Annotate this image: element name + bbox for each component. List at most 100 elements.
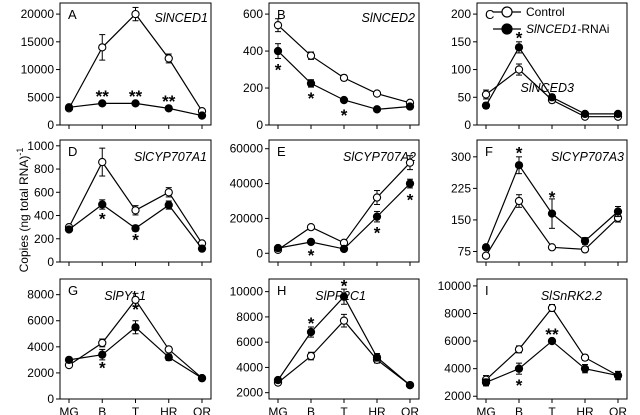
panel-g-xtick-label: HR xyxy=(160,405,178,415)
panel-c-ytick-label: 200 xyxy=(451,7,471,21)
panel-d-gene-title: SlCYP707A1 xyxy=(134,150,207,164)
panel-h-control-point xyxy=(339,316,349,325)
panel-d-rnai-point xyxy=(98,200,107,209)
panel-b-significance-asterisk: * xyxy=(275,61,282,80)
panel-g-ytick-label: 8000 xyxy=(27,288,54,302)
panel-c-ytick-label: 50 xyxy=(458,90,472,104)
y-axis-title-superscript: -1 xyxy=(15,148,25,156)
panel-i-control-point xyxy=(514,345,524,354)
panel-h-xtick-label: HR xyxy=(368,405,386,415)
y-axis-title: Copies (ng total RNA)-1 xyxy=(15,148,31,273)
panel-c-ytick-label: 100 xyxy=(451,63,471,77)
panel-c: 0 50 100 150 200 C SlNCED3 * xyxy=(451,2,628,132)
panel-h-ytick-label: 8000 xyxy=(236,310,263,324)
panel-e-letter: E xyxy=(277,144,286,159)
panel-e-ytick-label: 0 xyxy=(256,246,263,260)
panel-b-control-point xyxy=(306,51,316,60)
panel-b-rnai-point xyxy=(405,102,415,111)
panel-i-ytick-label: 10000 xyxy=(438,279,472,293)
panel-e-control-point xyxy=(372,193,382,202)
panel-i-gene-title: SlSnRK2.2 xyxy=(541,289,602,303)
panel-a-rnai-point xyxy=(98,99,107,108)
panel-a-rnai-point xyxy=(64,103,74,112)
panel-i-rnai-point xyxy=(547,336,557,346)
legend-control-label: Control xyxy=(526,5,565,19)
panel-i-xtick-label: MG xyxy=(476,405,495,415)
panel-e-rnai-point xyxy=(273,243,283,253)
panel-g-rnai-line xyxy=(68,326,203,379)
panel-b-control-point xyxy=(339,73,349,83)
panel-h-rnai-point xyxy=(405,380,415,390)
legend: Control SlNCED1-RNAi xyxy=(493,5,609,36)
panel-b-significance-asterisk: * xyxy=(308,89,315,108)
panel-g-control-point xyxy=(98,338,107,348)
panel-c-significance-asterisk: * xyxy=(516,28,523,47)
panel-f-letter: F xyxy=(485,144,493,159)
panel-b-ytick-label: 0 xyxy=(256,118,263,132)
panel-i-control-point xyxy=(580,353,590,362)
panel-d-ytick-label: 1000 xyxy=(27,139,54,153)
panel-a-control-point xyxy=(98,43,107,52)
panel-h-control-point xyxy=(306,351,316,361)
panel-e-rnai-point xyxy=(372,212,382,221)
legend-rnai-label: SlNCED1-RNAi xyxy=(526,22,609,36)
panel-h-rnai-point xyxy=(372,353,382,362)
panel-g-significance-asterisk: * xyxy=(132,300,139,319)
panel-b-ytick-label: 400 xyxy=(243,44,263,58)
panel-g-ytick-label: 6000 xyxy=(27,314,54,328)
panel-g-xtick-label: MG xyxy=(59,405,78,415)
legend-rnai-label-gene: SlNCED1 xyxy=(526,22,577,36)
panel-d-significance-asterisk: * xyxy=(132,230,139,249)
panel-a-significance-asterisk: ** xyxy=(162,92,176,111)
panel-c-gene-title: SlNCED3 xyxy=(521,81,575,95)
panel-c-rnai-point xyxy=(481,101,491,110)
panel-a-ytick-label: 10000 xyxy=(21,63,55,77)
panel-g-control-point xyxy=(131,295,140,305)
panel-e-significance-asterisk: * xyxy=(407,190,414,209)
panel-d-control-point xyxy=(131,206,140,215)
panel-a-rnai-point xyxy=(197,111,207,120)
panel-d-ytick-label: 400 xyxy=(34,209,54,223)
panel-a-rnai-point xyxy=(164,104,173,113)
panel-c-ytick-label: 150 xyxy=(451,35,471,49)
panel-i-xtick-label: OR xyxy=(609,405,627,415)
legend-rnai-label-suffix: -RNAi xyxy=(577,22,609,36)
panel-g-letter: G xyxy=(68,283,78,298)
panel-g-ytick-label: 0 xyxy=(47,392,54,406)
panel-i-ytick-label: 4000 xyxy=(444,362,471,376)
svg-text:Copies (ng total RNA)-1: Copies (ng total RNA)-1 xyxy=(15,148,31,273)
panel-e-ytick-label: 40000 xyxy=(230,177,264,191)
panel-g-control-point xyxy=(164,345,173,354)
panel-f-control-point xyxy=(481,251,491,260)
panel-d-rnai-point xyxy=(164,200,173,210)
panel-g-rnai-point xyxy=(197,373,207,383)
panel-a-letter: A xyxy=(68,7,77,22)
panel-f-ytick-label: 225 xyxy=(451,181,471,195)
panel-f-gene-title: SlCYP707A3 xyxy=(551,150,624,164)
panel-d-control-point xyxy=(98,157,107,167)
panel-g-rnai-point xyxy=(131,323,140,332)
panel-i-rnai-point xyxy=(514,364,524,373)
panel-h-rnai-point xyxy=(306,327,316,337)
legend-control-marker xyxy=(501,6,513,18)
panel-i-control-point xyxy=(547,303,557,313)
panel-e-ytick-label: 20000 xyxy=(230,211,264,225)
panel-f-ytick-label: 75 xyxy=(458,244,472,258)
panel-h-control-line xyxy=(277,319,411,386)
panel-g-rnai-point xyxy=(64,355,74,365)
panel-d-ytick-label: 800 xyxy=(34,162,54,176)
panel-d-rnai-point xyxy=(197,244,207,253)
panel-i: 2000 4000 6000 8000 10000 MG B T HR OR I SlSnRK2.2 *… xyxy=(438,278,628,415)
panel-f-significance-asterisk: * xyxy=(516,144,523,163)
panel-a: 0 5000 10000 15000 20000 A SlNCED1 ** ** ** xyxy=(21,2,212,132)
panel-e-gene-title: SlCYP707A2 xyxy=(343,150,416,164)
panel-g-gene-title: SlPYL1 xyxy=(104,289,146,303)
panel-b-gene-title: SlNCED2 xyxy=(362,11,416,25)
panel-h-xtick-label: B xyxy=(307,405,315,415)
panel-e-control-line xyxy=(277,162,411,251)
panel-g-xtick-label: OR xyxy=(193,405,211,415)
panel-f-ytick-label: 150 xyxy=(451,213,471,227)
panel-d-control-point xyxy=(164,188,173,197)
panel-a-ytick-label: 15000 xyxy=(21,35,55,49)
panel-b: 0 200 400 600 B SlNCED2 * * * xyxy=(243,2,420,132)
